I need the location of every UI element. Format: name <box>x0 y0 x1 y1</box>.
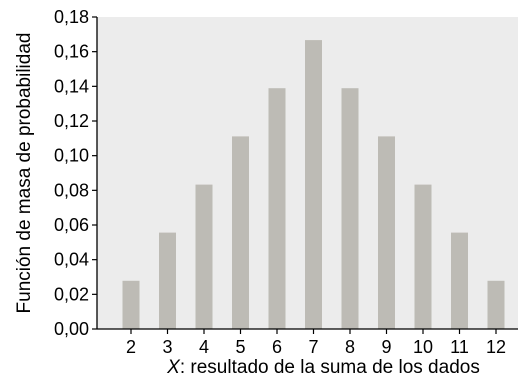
bar-10 <box>414 184 432 329</box>
x-axis-title-variable: X <box>166 357 181 378</box>
x-axis-title: X: resultado de la suma de los dados <box>166 357 480 378</box>
x-tick-label: 5 <box>235 337 245 357</box>
y-tick-label: 0,08 <box>54 180 89 200</box>
bar-2 <box>122 280 140 329</box>
y-axis-title: Función de masa de probabilidad <box>14 33 35 314</box>
x-tick-label: 9 <box>381 337 391 357</box>
y-tick-label: 0,10 <box>54 146 89 166</box>
x-tick-label: 10 <box>413 337 433 357</box>
y-tick-label: 0,14 <box>54 76 89 96</box>
y-tick-label: 0,02 <box>54 284 89 304</box>
bar-8 <box>341 88 359 329</box>
bar-6 <box>268 88 286 329</box>
bars-group <box>122 40 505 329</box>
bar-12 <box>487 280 505 329</box>
y-tick-label: 0,16 <box>54 42 89 62</box>
x-tick-label: 7 <box>308 337 318 357</box>
x-tick-label: 6 <box>272 337 282 357</box>
x-ticks-group: 2 3 4 5 6 7 8 9 10 11 12 <box>126 329 506 357</box>
y-tick-label: 0,06 <box>54 215 89 235</box>
bar-7 <box>305 40 322 329</box>
y-tick-label: 0,04 <box>54 250 89 270</box>
x-tick-label: 3 <box>162 337 172 357</box>
y-tick-label: 0,18 <box>54 7 89 27</box>
y-ticks-group: 0,00 0,02 0,04 0,06 0,08 0,10 0,12 0,14 0,16 0,18 <box>54 7 97 339</box>
bar-5 <box>232 136 249 329</box>
x-tick-label: 4 <box>199 337 209 357</box>
bar-11 <box>451 232 468 329</box>
x-tick-label: 12 <box>486 337 506 357</box>
y-tick-label: 0,12 <box>54 111 89 131</box>
bar-9 <box>378 136 395 329</box>
bar-4 <box>195 184 213 329</box>
y-tick-label: 0,00 <box>54 319 89 339</box>
x-axis-title-text: : resultado de la suma de los dados <box>180 357 480 378</box>
x-tick-label: 11 <box>450 337 469 357</box>
x-tick-label: 8 <box>345 337 355 357</box>
bar-3 <box>159 232 176 329</box>
x-tick-label: 2 <box>126 337 136 357</box>
